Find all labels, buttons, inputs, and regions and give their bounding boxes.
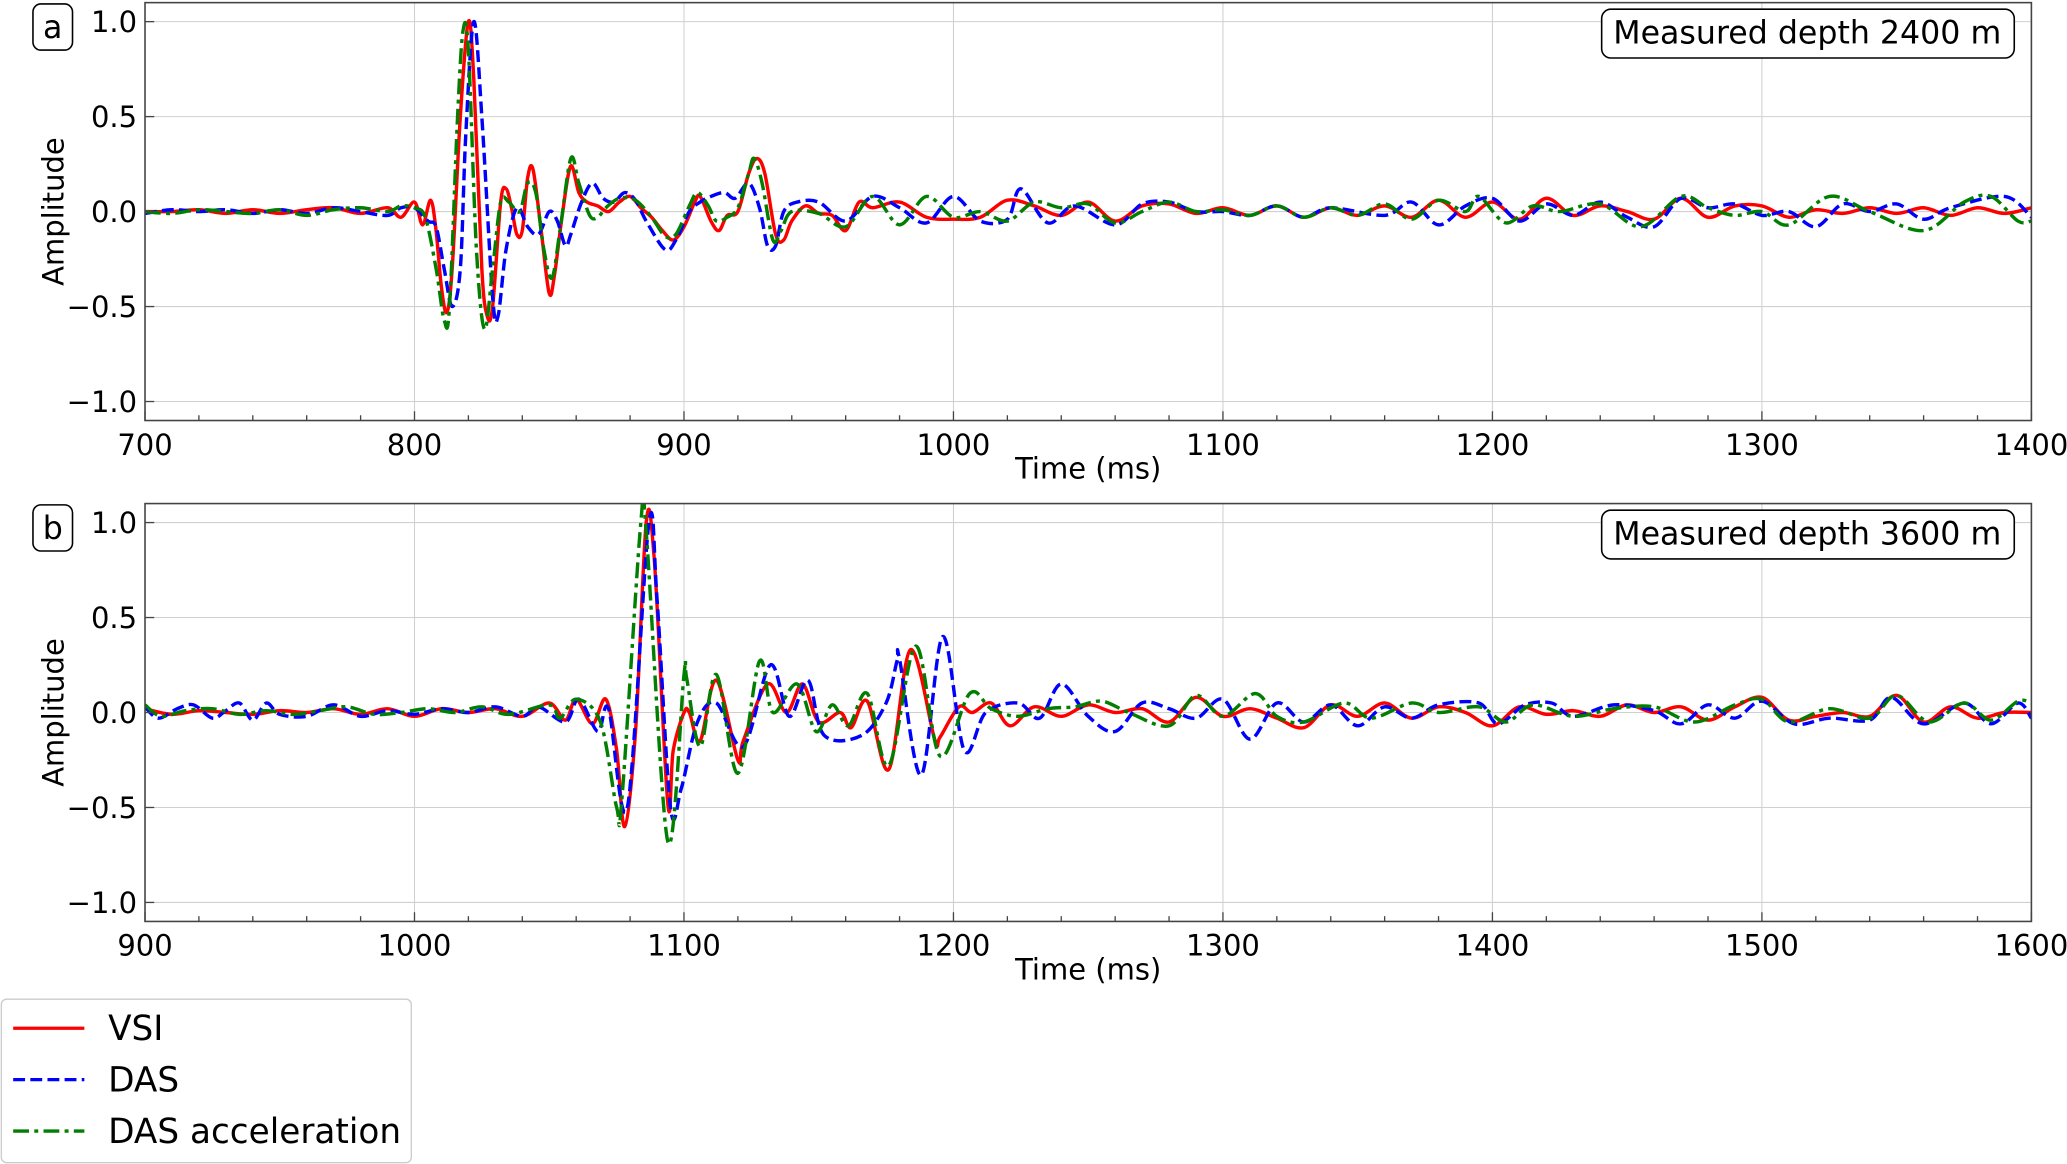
x-tick-label: 1200 — [917, 929, 991, 963]
panel-label-box — [32, 504, 74, 552]
series-line-das — [145, 511, 2032, 822]
series-line-das-acceleration — [145, 20, 2032, 332]
legend-frame — [0, 998, 412, 1164]
x-tick-label: 1600 — [1994, 929, 2067, 963]
y-tick-label: 0.0 — [91, 195, 137, 229]
panel-label-box — [32, 3, 74, 51]
x-tick-label: 1100 — [1186, 428, 1260, 462]
y-tick-label: −0.5 — [67, 290, 137, 324]
x-tick-label: 1400 — [1994, 428, 2067, 462]
x-tick-label: 900 — [656, 428, 711, 462]
x-axis-label: Time (ms) — [1014, 452, 1161, 486]
x-tick-label: 1400 — [1456, 929, 1530, 963]
x-tick-label: 1000 — [378, 929, 452, 963]
y-tick-label: −0.5 — [67, 791, 137, 825]
depth-annotation: Measured depth 2400 m — [1613, 16, 2001, 52]
x-tick-label: 1000 — [917, 428, 991, 462]
y-tick-label: −1.0 — [67, 886, 137, 920]
annotation-box — [1600, 8, 2016, 59]
y-tick-label: 0.5 — [91, 601, 137, 635]
x-tick-label: 900 — [117, 929, 172, 963]
legend-label-das: DAS — [108, 1060, 179, 1100]
legend: VSI DAS DAS acceleration — [0, 998, 412, 1164]
x-axis-label: Time (ms) — [1014, 952, 1161, 986]
x-tick-label: 800 — [387, 428, 442, 462]
x-tick-label: 1100 — [647, 929, 721, 963]
x-tick-label: 700 — [117, 428, 172, 462]
x-tick-label: 1300 — [1186, 929, 1260, 963]
x-tick-label: 1300 — [1725, 428, 1799, 462]
legend-label-vsi: VSI — [108, 1009, 163, 1049]
panel-label: b — [43, 511, 63, 547]
y-tick-label: 0.5 — [91, 100, 137, 134]
y-axis-label: Amplitude — [36, 137, 70, 286]
panel-a: 700 800 900 1000 1100 1200 1300 1400 −1.0 −0.5 0.0… — [32, 1, 2067, 486]
panel-label: a — [43, 10, 62, 46]
y-tick-label: 1.0 — [91, 5, 137, 39]
x-tick-label: 1500 — [1725, 929, 1799, 963]
series-line-vsi — [145, 18, 2032, 323]
depth-annotation: Measured depth 3600 m — [1613, 516, 2001, 552]
legend-label-das-acceleration: DAS acceleration — [108, 1112, 401, 1152]
panel-b: 900 1000 1100 1200 1300 1400 1500 1600 −1.0 −0.5 0… — [32, 502, 2067, 986]
x-tick-label: 1200 — [1456, 428, 1530, 462]
series-line-das — [145, 19, 2032, 325]
annotation-box — [1600, 509, 2016, 560]
y-tick-label: 0.0 — [91, 696, 137, 730]
y-tick-label: −1.0 — [67, 385, 137, 419]
series-line-das-acceleration — [145, 503, 2032, 846]
y-tick-label: 1.0 — [91, 506, 137, 540]
y-axis-label: Amplitude — [36, 638, 70, 787]
